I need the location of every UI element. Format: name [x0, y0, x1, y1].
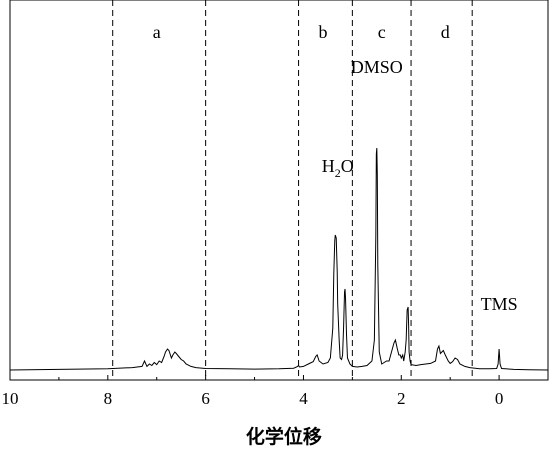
x-tick-label: 8 — [104, 389, 113, 408]
x-tick-label: 6 — [201, 389, 210, 408]
x-axis-label: 化学位移 — [246, 425, 322, 448]
peak-annotation: DMSO — [351, 57, 403, 77]
x-axis-ticks: 10 8 6 4 2 0 — [2, 375, 549, 408]
region-divider-lines — [112, 0, 473, 380]
region-label-c: c — [378, 22, 386, 42]
x-tick-label: 2 — [397, 389, 406, 408]
region-labels: a b c d — [153, 22, 450, 42]
x-tick-label: 4 — [299, 389, 308, 408]
region-label-b: b — [319, 22, 328, 42]
x-tick-label: 10 — [2, 389, 19, 408]
plot-frame — [9, 0, 549, 381]
peak-annotation: H2O — [322, 156, 354, 180]
region-label-a: a — [153, 22, 161, 42]
peak-annotation: TMS — [481, 294, 518, 314]
region-label-d: d — [441, 22, 450, 42]
x-tick-label: 0 — [495, 389, 504, 408]
peak-annotations: H2O DMSO TMS — [322, 57, 518, 314]
spectrum-series-line — [9, 147, 549, 371]
